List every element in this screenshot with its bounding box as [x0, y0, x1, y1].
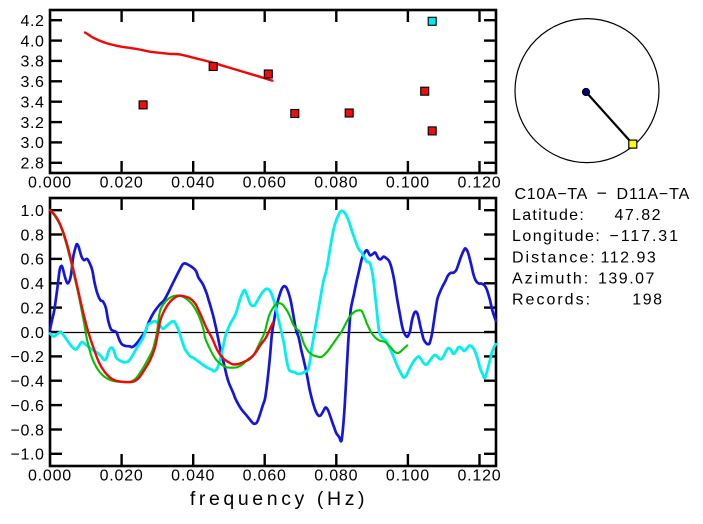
- svg-text:0.020: 0.020: [100, 175, 144, 192]
- svg-text:−0.2: −0.2: [11, 349, 45, 366]
- svg-text:3.4: 3.4: [20, 95, 44, 112]
- svg-text:frequency (Hz): frequency (Hz): [190, 488, 368, 510]
- svg-text:198: 198: [632, 292, 663, 309]
- svg-text:0.120: 0.120: [457, 175, 501, 192]
- svg-text:Records:: Records:: [512, 292, 592, 309]
- svg-text:0.100: 0.100: [386, 175, 430, 192]
- svg-text:0.040: 0.040: [171, 468, 215, 485]
- svg-text:3.2: 3.2: [20, 115, 44, 132]
- svg-text:−0.6: −0.6: [11, 398, 45, 415]
- svg-text:Azimuth:: Azimuth:: [512, 270, 590, 287]
- svg-text:0.040: 0.040: [171, 175, 215, 192]
- svg-text:0.000: 0.000: [28, 468, 72, 485]
- svg-text:Latitude:: Latitude:: [512, 207, 585, 224]
- svg-text:4.0: 4.0: [20, 33, 44, 50]
- svg-text:0.120: 0.120: [457, 468, 501, 485]
- svg-text:0.2: 0.2: [20, 300, 44, 317]
- svg-text:0.0: 0.0: [20, 325, 44, 342]
- svg-text:−117.31: −117.31: [610, 228, 680, 245]
- svg-text:0.080: 0.080: [314, 175, 358, 192]
- svg-text:C10A−TA: C10A−TA: [515, 186, 589, 203]
- svg-text:−0.8: −0.8: [11, 422, 45, 439]
- svg-text:0.6: 0.6: [20, 252, 44, 269]
- svg-text:D11A−TA: D11A−TA: [617, 186, 691, 203]
- svg-text:0.080: 0.080: [314, 468, 358, 485]
- svg-text:4.2: 4.2: [20, 13, 44, 30]
- svg-text:0.060: 0.060: [243, 175, 287, 192]
- svg-text:−1.0: −1.0: [11, 447, 45, 464]
- svg-text:0.4: 0.4: [20, 276, 44, 293]
- svg-text:3.6: 3.6: [20, 74, 44, 91]
- svg-text:3.8: 3.8: [20, 54, 44, 71]
- svg-text:3.0: 3.0: [20, 135, 44, 152]
- svg-text:−0.4: −0.4: [11, 374, 45, 391]
- svg-text:0.020: 0.020: [100, 468, 144, 485]
- svg-text:1.0: 1.0: [20, 203, 44, 220]
- svg-text:112.93: 112.93: [601, 249, 658, 266]
- svg-text:2.8: 2.8: [20, 156, 44, 173]
- svg-text:−: −: [597, 183, 607, 203]
- svg-text:0.060: 0.060: [243, 468, 287, 485]
- svg-text:Longitude:: Longitude:: [512, 228, 601, 245]
- svg-text:139.07: 139.07: [598, 270, 656, 287]
- svg-text:0.100: 0.100: [386, 468, 430, 485]
- svg-text:0.000: 0.000: [28, 175, 72, 192]
- svg-text:0.8: 0.8: [20, 227, 44, 244]
- svg-text:47.82: 47.82: [615, 207, 663, 224]
- svg-text:Distance:: Distance:: [512, 249, 597, 266]
